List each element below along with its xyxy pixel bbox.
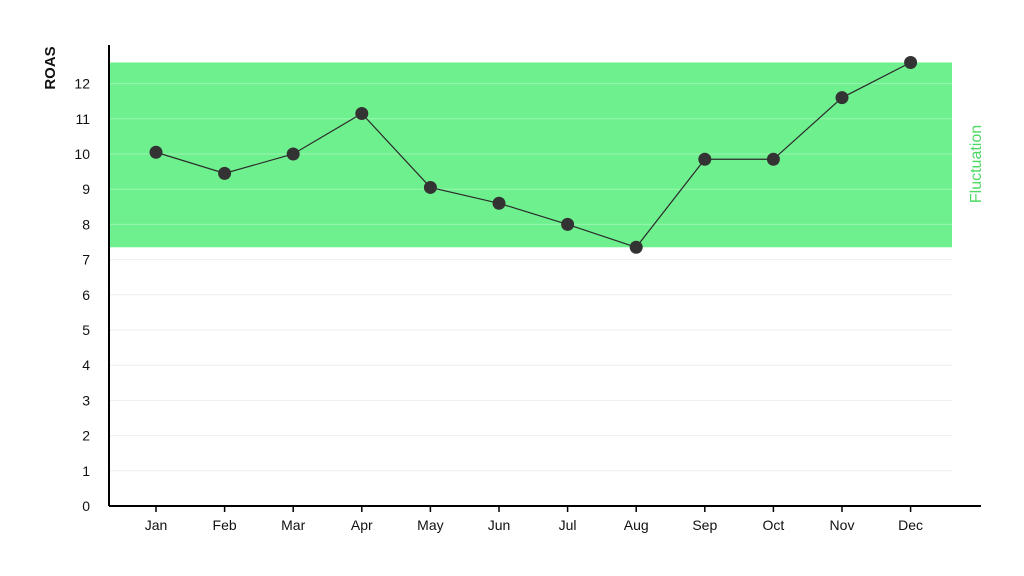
- x-tick-label-may: May: [417, 517, 443, 533]
- y-tick-label-7: 7: [82, 252, 90, 268]
- y-tick-label-3: 3: [82, 392, 90, 408]
- x-tick-label-oct: Oct: [763, 517, 785, 533]
- y-tick-label-5: 5: [82, 322, 90, 338]
- x-tick-label-mar: Mar: [281, 517, 305, 533]
- y-tick-label-11: 11: [75, 111, 90, 127]
- data-point-mar: [286, 147, 300, 161]
- y-tick-label-8: 8: [82, 216, 90, 232]
- y-axis-title: ROAS: [42, 46, 59, 89]
- data-point-apr: [355, 107, 369, 121]
- y-tick-label-2: 2: [82, 428, 90, 444]
- y-tick-label-1: 1: [82, 463, 90, 479]
- x-tick-label-dec: Dec: [898, 517, 923, 533]
- x-tick-label-nov: Nov: [830, 517, 855, 533]
- data-point-nov: [835, 91, 849, 105]
- fluctuation-band: [109, 62, 952, 248]
- data-point-oct: [766, 152, 780, 166]
- fluctuation-band-layer: [109, 62, 952, 248]
- data-point-may: [423, 180, 437, 194]
- x-tick-label-jun: Jun: [488, 517, 511, 533]
- data-point-jul: [561, 217, 575, 231]
- x-tick-label-jul: Jul: [559, 517, 577, 533]
- y-tick-label-10: 10: [74, 146, 90, 162]
- x-tick-label-apr: Apr: [351, 517, 373, 533]
- data-point-sep: [698, 152, 712, 166]
- y-tick-label-4: 4: [82, 357, 90, 373]
- data-point-aug: [629, 240, 643, 254]
- series-line: [155, 61, 911, 248]
- y-tick-label-9: 9: [82, 181, 90, 197]
- y-tick-label-6: 6: [82, 287, 90, 303]
- x-tick-labels: Jan Feb Mar Apr May Jun Jul Aug Sep Oct Nov Dec: [145, 506, 923, 533]
- gridlines: [109, 83, 952, 472]
- series-line-layer: [155, 61, 911, 248]
- x-tick-label-aug: Aug: [624, 517, 649, 533]
- fluctuation-band-label: Fluctuation: [968, 125, 985, 203]
- data-point-feb: [218, 166, 232, 180]
- data-points: [149, 55, 918, 254]
- data-point-jun: [492, 196, 506, 210]
- axes: [108, 45, 981, 507]
- y-tick-label-12: 12: [74, 76, 90, 92]
- data-point-dec: [904, 55, 918, 69]
- x-tick-label-sep: Sep: [692, 517, 717, 533]
- data-point-jan: [149, 145, 163, 159]
- x-tick-label-feb: Feb: [213, 517, 237, 533]
- y-tick-label-0: 0: [82, 498, 90, 514]
- x-tick-label-jan: Jan: [145, 517, 168, 533]
